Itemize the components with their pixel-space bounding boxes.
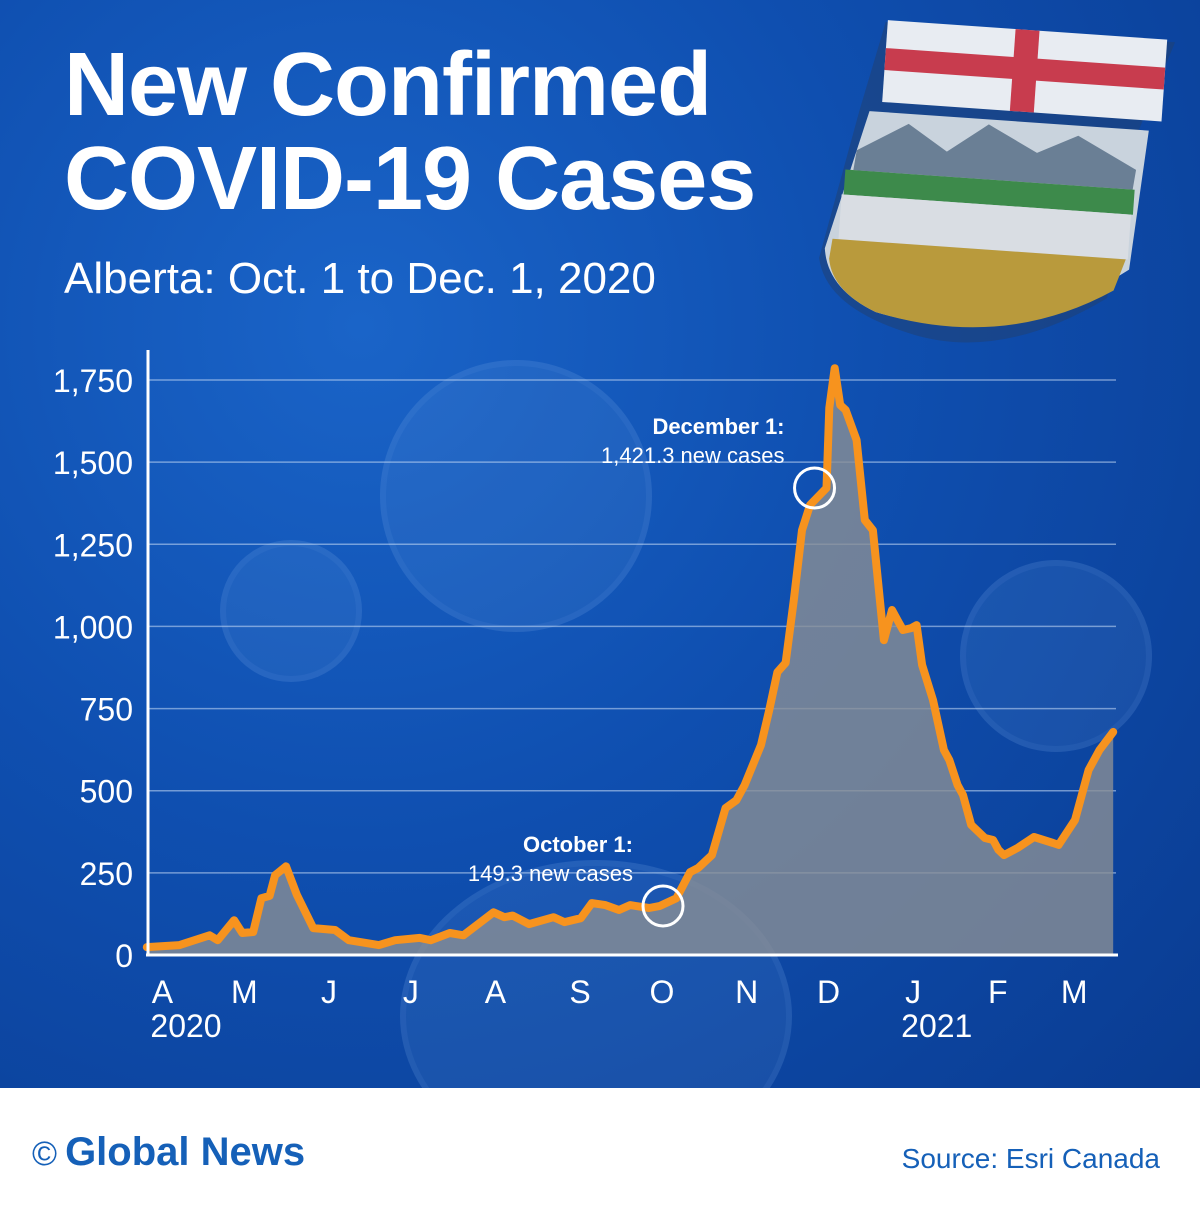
y-tick-label: 1,750 [53,363,133,399]
annotation-title: October 1: [523,832,633,857]
year-label: 2021 [901,1008,972,1044]
x-tick-label: A [152,974,174,1010]
y-tick-label: 1,250 [53,527,133,563]
year-label: 2020 [150,1008,221,1044]
subtitle: Alberta: Oct. 1 to Dec. 1, 2020 [64,254,656,303]
annotation-label: 1,421.3 new cases [601,443,784,468]
annotation-label: 149.3 new cases [468,861,633,886]
annotation-title: December 1: [652,414,784,439]
annotation-circle [641,884,685,928]
virus-decoration [220,540,362,682]
x-tick-label: M [231,974,258,1010]
x-tick-label: O [650,974,675,1010]
page-title: New Confirmed COVID-19 Cases [64,35,756,229]
copyright-icon: © [32,1135,58,1173]
x-tick-label: A [485,974,507,1010]
y-tick-label: 500 [80,774,133,810]
x-tick-label: S [569,974,590,1010]
footer: © Global News Source: Esri Canada [0,1088,1200,1225]
area-fill [146,368,1114,955]
hero-background: New Confirmed COVID-19 Cases Alberta: Oct… [0,0,1200,1088]
x-tick-label: D [817,974,840,1010]
x-tick-label: N [735,974,758,1010]
x-tick-label: J [403,974,419,1010]
annotation-circle [793,466,837,510]
virus-decoration [960,560,1152,752]
cases-line [142,364,1118,952]
x-tick-label: J [321,974,337,1010]
brand-name: Global News [65,1130,306,1174]
cases-chart: 0 250 500 750 1,000 1,250 1,500 1,750 A M J J A S O N D J… [53,363,1118,1044]
source-credit: Source: Esri Canada [901,1143,1160,1174]
global-news-logo: © Global News [32,1130,305,1175]
x-tick-label: F [988,974,1008,1010]
x-tick-label: J [905,974,921,1010]
y-tick-label: 1,500 [53,445,133,481]
y-tick-label: 250 [80,856,133,892]
y-tick-label: 0 [115,938,133,974]
y-tick-label: 1,000 [53,609,133,645]
y-tick-label: 750 [80,692,133,728]
alberta-crest-logo [819,20,1175,343]
virus-decoration [380,360,652,632]
x-tick-label: M [1061,974,1088,1010]
